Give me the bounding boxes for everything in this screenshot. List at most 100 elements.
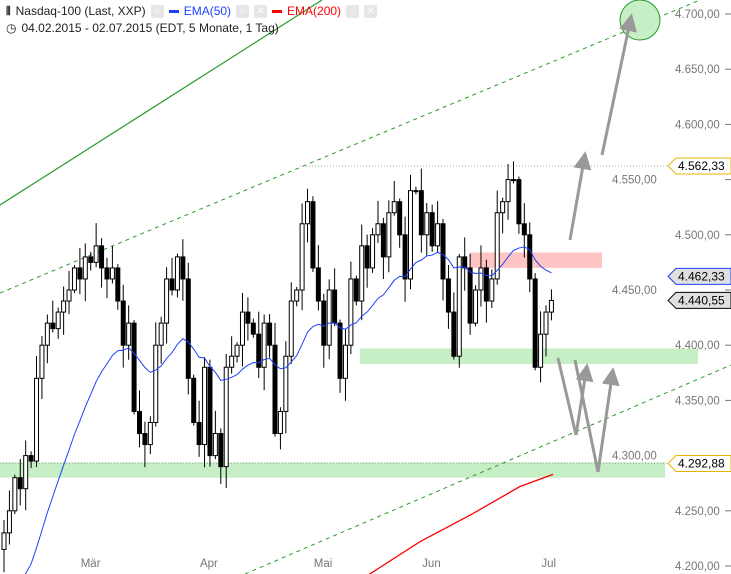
candle [120,284,126,368]
chart-header: ⫼ Nasdaq-100 (Last, XXP) ○ EMA(50) ○ ✕ E… [6,4,378,18]
candle [93,223,99,268]
candle [294,286,300,307]
price-label-box [667,267,731,285]
ema50-label[interactable]: EMA(50) [183,4,232,18]
candle [34,356,40,467]
candle [66,270,72,315]
candle-body [169,278,175,291]
candle-body [234,344,240,357]
ema200-line [368,473,554,574]
candle [212,410,218,460]
candle-body [402,234,408,280]
candle-body [494,212,500,280]
candle [23,440,29,511]
candle-body [229,355,235,368]
ema50-line [24,246,552,574]
candle [288,282,294,364]
candle [137,390,142,448]
settings-icon[interactable]: ○ [150,4,164,18]
candle [451,292,457,360]
candle [239,293,245,367]
candle [234,342,240,363]
candle [467,253,473,335]
candle [413,186,419,195]
candle-body [538,333,544,368]
candle [337,319,343,393]
candle [386,200,392,273]
candle [538,311,544,383]
candle-body [39,344,45,379]
candle [174,253,180,298]
candle-body [359,245,365,302]
candle [516,176,522,234]
candle [380,217,386,280]
candle [82,243,88,302]
candle-body [82,256,88,280]
candle [473,285,479,327]
candle-body [44,322,50,346]
ema200-swatch [272,9,283,13]
candle-body [207,366,213,457]
y-tick-label: 4.550,00 [612,175,657,187]
candle-body [202,366,208,446]
candle-body [104,267,110,280]
candle [315,245,321,311]
ema200-close-icon[interactable]: ✕ [364,4,378,18]
candle-body [408,190,413,280]
trend-channel-lower [244,364,731,574]
price-label-box [667,454,731,472]
candle-body [440,223,446,280]
candle-body [332,289,338,324]
projection-arrow [574,363,594,436]
candle [391,180,397,216]
candle-body [543,311,549,335]
price-label-box [667,157,731,175]
candle-body [370,234,376,269]
candle-body [218,433,224,468]
ema50-close-icon[interactable]: ✕ [254,4,268,18]
candle [12,474,18,515]
candle-body [483,267,489,302]
candle-body [283,355,289,412]
candle [50,300,56,333]
candle-body [77,267,83,280]
candle-body [435,223,441,247]
candle [299,203,305,311]
candle [245,297,251,341]
candle [131,319,137,415]
candle-body [109,267,115,280]
ema200-label[interactable]: EMA(200) [287,4,342,18]
candle [55,307,61,339]
candle-body [380,223,386,258]
candle-body [261,322,267,368]
candle [261,314,267,391]
candle-body [137,410,142,435]
candle [305,188,311,243]
candle-body [245,311,251,324]
candle-body [429,212,435,247]
candle-body [478,267,484,291]
instrument-title: Nasdaq-100 (Last, XXP) [15,4,146,18]
trend-channel-upper [0,0,701,294]
candle-body [337,322,343,379]
candle-body [510,179,516,182]
candle-body [147,421,153,446]
candle [364,234,370,288]
candle-body [28,455,34,462]
candle-body [386,212,392,258]
candle [256,311,262,379]
candle [332,268,338,327]
candle-body [88,256,94,263]
candle [1,519,7,573]
price-label-box [667,291,731,309]
candle [397,198,403,248]
price-label: 4.462,33 [678,269,725,283]
candle-body [17,477,23,490]
ema200-settings-icon[interactable]: ○ [346,4,360,18]
ema50-settings-icon[interactable]: ○ [236,4,250,18]
candle-body [294,289,300,302]
candle-body [158,322,164,346]
x-month-label: Jul [541,558,556,570]
candle-body [521,223,527,236]
